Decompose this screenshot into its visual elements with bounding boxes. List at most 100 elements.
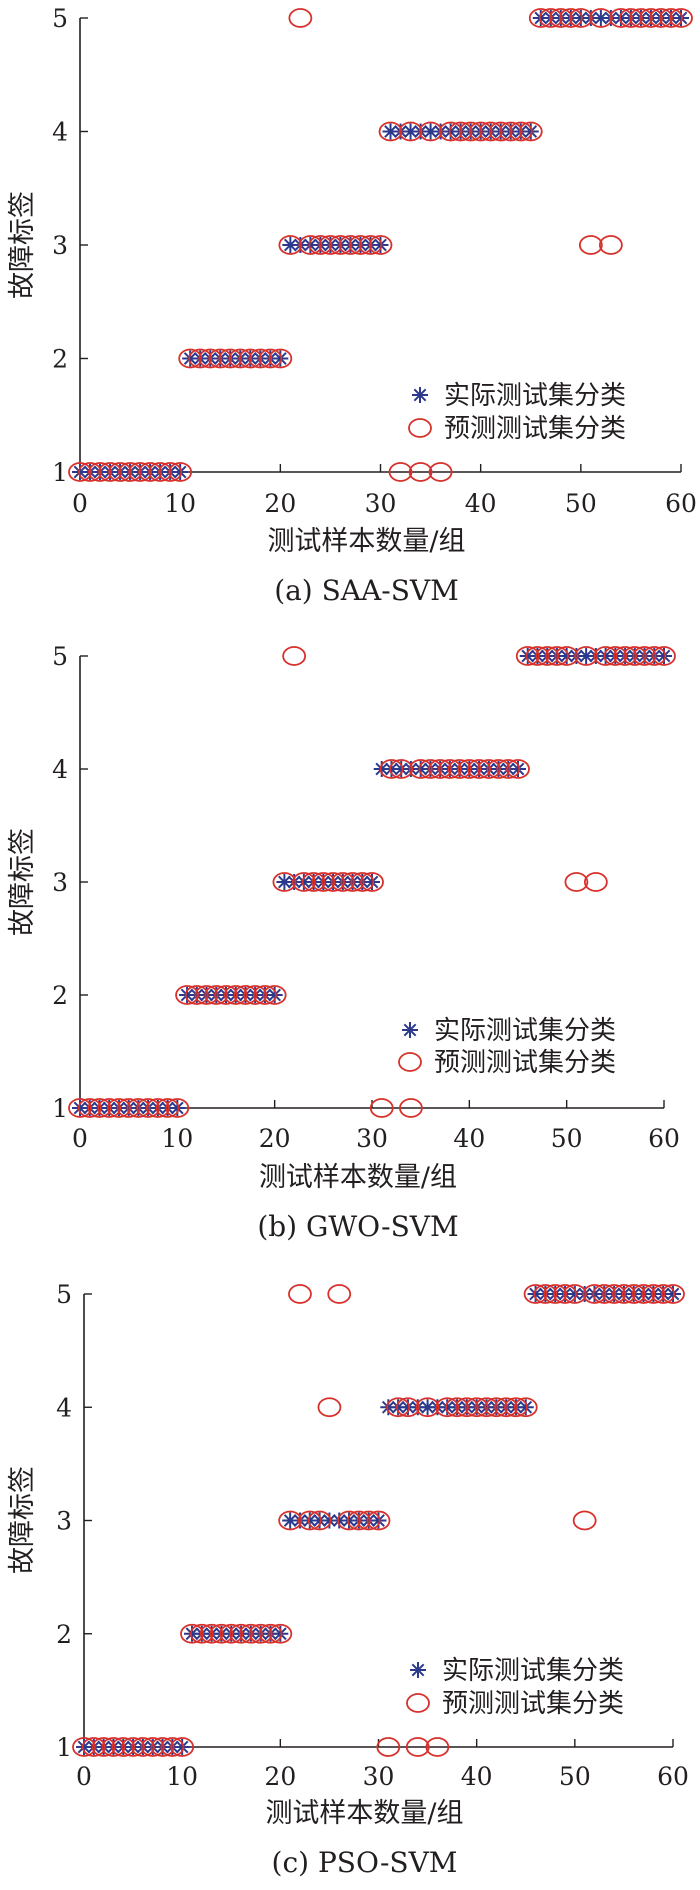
predicted-point [268, 348, 293, 369]
asterisk-stroke [294, 238, 307, 252]
predicted-point [659, 8, 683, 28]
x-tick-label: 10 [166, 1762, 198, 1791]
x-tick-label: 20 [259, 1124, 291, 1153]
predicted-point [291, 872, 316, 892]
x-axis-label: 测试样本数量/组 [265, 1798, 463, 1829]
predicted-point [428, 462, 453, 482]
predicted-point [468, 121, 493, 142]
predicted-point [613, 646, 637, 666]
predicted-point [278, 235, 303, 255]
asterisk-stroke [574, 11, 588, 25]
x-tick-label: 0 [76, 1762, 92, 1791]
x-tick-label: 50 [551, 1124, 583, 1153]
predicted-point [301, 872, 326, 892]
asterisk-stroke [568, 1287, 582, 1301]
asterisk-stroke [511, 762, 525, 776]
asterisk-stroke [472, 762, 486, 776]
actual-point [522, 123, 539, 140]
asterisk-stroke [103, 465, 117, 479]
asterisk-stroke [175, 1740, 189, 1754]
asterisk-stroke [444, 125, 457, 138]
asterisk-stroke [146, 1740, 160, 1754]
asterisk-stroke [132, 1101, 145, 1115]
asterisk-stroke [394, 762, 408, 776]
asterisk-stroke [414, 125, 427, 138]
asterisk-stroke [346, 875, 359, 889]
asterisk-stroke [654, 11, 668, 25]
actual-point [419, 1399, 436, 1416]
asterisk-stroke [263, 352, 277, 365]
x-tick-label: 20 [264, 1762, 296, 1791]
asterisk-stroke [374, 238, 387, 252]
predicted-point [612, 1284, 636, 1304]
legend-asterisk-marker [402, 1022, 418, 1038]
predicted-point [278, 1510, 303, 1531]
predicted-point [358, 235, 383, 255]
predicted-point [81, 1737, 106, 1757]
asterisk-stroke [440, 1400, 454, 1414]
predicted-point [189, 1623, 214, 1644]
predicted-point [199, 1623, 224, 1644]
predicted-point [545, 646, 569, 666]
asterisk-stroke [492, 762, 505, 776]
predicted-point [669, 8, 693, 28]
asterisk-stroke [608, 649, 622, 663]
asterisk-stroke [123, 465, 137, 479]
asterisk-stroke [332, 1514, 346, 1527]
x-tick-label: 0 [72, 489, 88, 518]
actual-point [673, 10, 689, 26]
predicted-point [317, 1397, 342, 1418]
asterisk-stroke [534, 11, 548, 25]
predicted-point [160, 1737, 185, 1757]
asterisk-stroke [73, 465, 87, 479]
asterisk-stroke [165, 1740, 179, 1754]
predicted-point [337, 1510, 361, 1531]
asterisk-stroke [180, 988, 194, 1002]
predicted-point [661, 1284, 685, 1304]
predicted-point [641, 1284, 666, 1304]
asterisk-stroke [411, 1663, 425, 1677]
asterisk-stroke [464, 125, 478, 138]
predicted-point [405, 1737, 430, 1757]
asterisk-stroke [564, 11, 578, 25]
predicted-point [376, 1737, 401, 1757]
legend-circle-marker [406, 1693, 430, 1713]
predicted-point [642, 646, 667, 666]
predicted-point [498, 121, 523, 142]
predicted-point [88, 462, 112, 482]
asterisk-stroke [273, 1627, 287, 1641]
x-tick-label: 30 [363, 1762, 395, 1791]
asterisk-stroke [313, 1514, 326, 1527]
actual-point [422, 123, 439, 140]
asterisk-stroke [97, 1740, 110, 1754]
asterisk-stroke [93, 1101, 106, 1115]
asterisk-stroke [531, 649, 544, 663]
asterisk-stroke [450, 1400, 464, 1414]
predicted-point [108, 462, 132, 482]
x-tick-label: 30 [365, 489, 397, 518]
asterisk-stroke [116, 1740, 130, 1754]
x-axis-label: 测试样本数量/组 [267, 526, 465, 557]
asterisk-stroke [558, 1287, 572, 1301]
predicted-point [447, 759, 472, 779]
asterisk-stroke [504, 125, 518, 138]
predicted-point [258, 1623, 283, 1644]
asterisk-stroke [283, 1514, 297, 1527]
x-tick-label: 60 [665, 489, 697, 518]
asterisk-stroke [234, 1627, 248, 1641]
predicted-point [379, 759, 404, 779]
predicted-point [445, 1397, 469, 1418]
y-tick-label: 1 [52, 458, 68, 487]
predicted-point [572, 1510, 597, 1531]
asterisk-stroke [656, 1287, 670, 1301]
predicted-point [513, 1397, 538, 1418]
asterisk-stroke [253, 352, 267, 365]
asterisk-stroke [229, 988, 243, 1002]
predicted-point [369, 1098, 394, 1118]
predicted-point [288, 1284, 312, 1304]
predicted-point [68, 462, 92, 482]
predicted-point [288, 8, 313, 28]
predicted-point [223, 985, 248, 1005]
